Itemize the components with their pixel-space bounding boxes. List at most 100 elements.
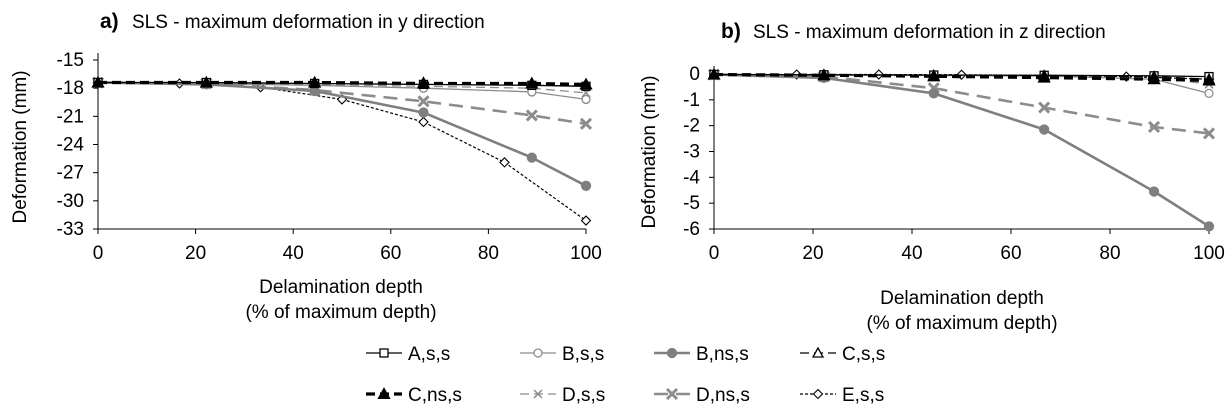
chart-a-data-point xyxy=(525,109,538,122)
chart-a-panel-label: a) xyxy=(100,10,119,33)
chart-panel-a: a) SLS - maximum deformation in y direct… xyxy=(10,10,602,323)
chart-b-data-point xyxy=(707,67,721,80)
chart-a-data-point xyxy=(579,117,593,130)
chart-a-data-point xyxy=(416,76,431,89)
chart-a-x-tick-label: 80 xyxy=(478,243,499,264)
chart-b-data-point xyxy=(1202,73,1216,86)
chart-a-x-tick-label: 20 xyxy=(185,243,206,264)
legend-entry: C,s,s xyxy=(800,344,885,365)
chart-b-series-line xyxy=(713,73,1210,228)
legend-marker-swatch xyxy=(666,347,678,359)
chart-b-x-tick-label: 60 xyxy=(1000,243,1021,264)
chart-a-y-tick-label: -33 xyxy=(57,219,84,240)
chart-b-x-tick-label: 100 xyxy=(1193,243,1225,264)
legend-entry: B,s,s xyxy=(520,344,604,365)
chart-a-x-tick-label: 0 xyxy=(93,243,104,264)
legend-label: C,ns,s xyxy=(408,385,462,406)
chart-a-x-tick-label: 40 xyxy=(283,243,304,264)
chart-a-y-tick-label: -27 xyxy=(57,163,84,184)
chart-b-y-tick-label: -3 xyxy=(683,142,700,163)
legend-marker-swatch xyxy=(812,388,824,400)
chart-b-panel-label: b) xyxy=(721,20,741,43)
legend-marker-swatch xyxy=(533,348,543,358)
legend-entry: C,ns,s xyxy=(366,385,462,406)
legend-marker-swatch xyxy=(379,348,389,358)
chart-a-data-point xyxy=(499,157,510,168)
chart-b-x-tick-label: 20 xyxy=(802,243,823,264)
chart-b-data-point xyxy=(1037,70,1051,83)
chart-a-data-point xyxy=(526,152,537,163)
chart-b-data-point xyxy=(1204,88,1214,99)
chart-a-y-tick-label: -30 xyxy=(57,191,84,212)
chart-a-x-tick-label: 100 xyxy=(570,243,602,264)
chart-b-y-tick-label: -4 xyxy=(683,167,700,188)
chart-a-data-point xyxy=(308,75,322,88)
chart-b-data-point xyxy=(1038,101,1051,114)
chart-b-y-tick-label: 0 xyxy=(689,64,700,85)
chart-b-y-tick-label: -2 xyxy=(683,116,700,137)
legend-label: C,s,s xyxy=(842,344,885,365)
chart-b-data-point xyxy=(1148,186,1160,197)
chart-a-y-tick-label: -24 xyxy=(57,135,85,156)
legend-entry: D,s,s xyxy=(520,385,605,406)
chart-a-xlabel-sub: (% of maximum depth) xyxy=(245,302,436,323)
chart-a-ylabel: Deformation (mm) xyxy=(10,70,31,223)
chart-a-data-point xyxy=(417,95,430,108)
legend-label: E,s,s xyxy=(842,385,884,406)
chart-a-y-tick-label: -18 xyxy=(57,78,84,99)
chart-a-series-line xyxy=(98,80,587,86)
chart-b-series-line xyxy=(713,73,1210,135)
legend-label: D,s,s xyxy=(562,385,605,406)
chart-b-data-point xyxy=(1147,120,1161,134)
legend-marker-swatch xyxy=(665,387,679,401)
chart-a-data-point xyxy=(525,76,539,89)
chart-b-series-C-ns-s xyxy=(707,67,1216,86)
chart-a-data-point xyxy=(580,215,592,226)
chart-a-data-point xyxy=(581,94,591,105)
legend-entry: A,s,s xyxy=(366,344,450,365)
chart-b-data-point xyxy=(817,68,831,81)
chart-a-data-point xyxy=(580,180,592,191)
chart-b-y-tick-label: -1 xyxy=(683,90,700,111)
chart-b-y-tick-label: -5 xyxy=(683,193,700,214)
legend-marker-swatch xyxy=(811,346,825,358)
legend-label: A,s,s xyxy=(408,344,450,365)
chart-a-series-C-ns-s xyxy=(91,75,593,90)
chart-b-data-point xyxy=(928,88,939,99)
chart-b-series-line xyxy=(713,72,1210,83)
chart-a-data-point xyxy=(91,75,105,88)
legend-label: B,ns,s xyxy=(696,344,749,365)
legend-marker-swatch xyxy=(377,387,391,400)
chart-b-ylabel: Deformation (mm) xyxy=(639,75,660,228)
chart-a-x-tick-label: 60 xyxy=(380,243,401,264)
chart-b-data-point xyxy=(927,69,941,82)
chart-a-data-point xyxy=(418,107,429,118)
legend-label: D,ns,s xyxy=(696,385,750,406)
chart-a-title: SLS - maximum deformation in y direction xyxy=(132,12,485,33)
chart-b-data-point xyxy=(1147,72,1161,85)
chart-a-xlabel: Delamination depth xyxy=(259,277,423,298)
legend-entry: B,ns,s xyxy=(654,344,749,365)
chart-b-x-tick-label: 80 xyxy=(1099,243,1120,264)
chart-a-y-tick-label: -21 xyxy=(57,106,84,127)
legend-entry: E,s,s xyxy=(800,385,884,406)
legend-label: B,s,s xyxy=(562,344,604,365)
chart-panel-b: b) SLS - maximum deformation in z direct… xyxy=(639,20,1225,334)
chart-b-xlabel: Delamination depth xyxy=(880,288,1044,309)
chart-b-data-point xyxy=(1039,124,1050,135)
chart-b-title: SLS - maximum deformation in z direction xyxy=(753,22,1106,43)
chart-a-data-point xyxy=(199,75,213,88)
chart-b-y-tick-label: -6 xyxy=(683,219,700,240)
chart-b-data-point xyxy=(1202,127,1216,140)
chart-b-data-point xyxy=(1203,221,1215,232)
chart-a-y-tick-label: -15 xyxy=(57,50,84,71)
legend-entry: D,ns,s xyxy=(654,385,750,406)
chart-a-data-point xyxy=(418,116,429,128)
chart-b-xlabel-sub: (% of maximum depth) xyxy=(866,313,1057,334)
chart-b-x-tick-label: 0 xyxy=(709,243,720,264)
legend-marker-swatch xyxy=(533,389,543,399)
chart-legend: A,s,s B,s,s B,ns,s C,s,s C,ns,s D,s,s D,ns,s E,… xyxy=(366,344,885,406)
chart-b-x-tick-label: 40 xyxy=(901,243,922,264)
chart-a-data-point xyxy=(579,77,593,90)
